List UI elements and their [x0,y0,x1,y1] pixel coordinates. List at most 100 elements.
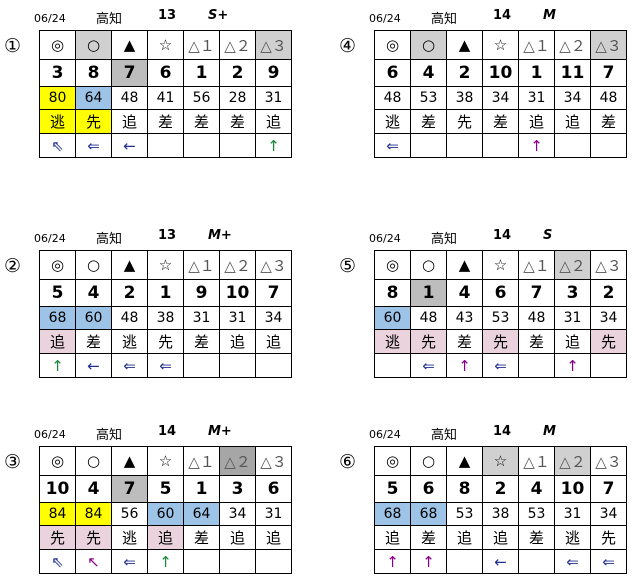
value-cell: 60 [374,306,411,330]
race-number: 14 [493,8,512,23]
race-date: 06/24 [34,12,66,25]
number-cell: 2 [219,59,256,87]
value-cell: 64 [183,502,220,526]
arrow-cell: ⇐ [147,353,184,378]
number-cell: 7 [255,279,292,307]
race-grade: M+ [208,424,232,439]
number-cell: 9 [183,279,220,307]
style-cell: 差 [219,109,256,134]
number-cell: 5 [147,475,184,503]
number-cell: 5 [374,475,411,503]
header-cell: ▲ [111,446,148,476]
number-cell: 2 [446,59,483,87]
arrow-cell [590,133,627,158]
header-cell: ○ [410,30,447,60]
header-cell: △１ [518,250,555,280]
arrow-cell: ← [111,133,148,158]
style-cell: 追 [255,329,292,354]
header-cell: ☆ [147,250,184,280]
number-cell: 1 [183,475,220,503]
number-cell: 2 [482,475,519,503]
number-cell: 9 [255,59,292,87]
table-row: 80 64 48 41 56 28 31 [39,86,292,110]
header-cell: △２ [554,446,591,476]
value-cell: 31 [219,306,256,330]
header-cell: ☆ [482,250,519,280]
race-date: 06/24 [34,428,66,441]
value-cell: 56 [111,502,148,526]
number-cell: 7 [111,475,148,503]
race-date: 06/24 [369,428,401,441]
race-number: 14 [493,424,512,439]
venue: 高知 [96,232,123,247]
number-cell: 7 [590,475,627,503]
style-cell: 追 [255,109,292,134]
arrow-cell: ⇐ [410,353,447,378]
race-panel: ③ 06/24 高知 14 M+ ◎ ○ ▲ ☆ △１ △２ △３ 10 4 7 5 1 3 6 84 84 56… [0,418,300,578]
header-cell: △３ [255,250,292,280]
number-cell: 10 [482,59,519,87]
venue: 高知 [431,12,458,27]
value-cell: 48 [590,86,627,110]
value-cell: 34 [482,86,519,110]
table-row: 追差追追差逃先 [374,525,627,550]
number-cell: 3 [554,279,591,307]
header-cell: ☆ [147,30,184,60]
style-cell: 追 [374,525,411,550]
number-cell: 11 [554,59,591,87]
number-cell: 1 [410,279,447,307]
table-row: ◎ ○ ▲ ☆ △１ △２ △３ [39,250,292,280]
number-cell: 10 [39,475,76,503]
panel-index: ⑤ [339,255,357,277]
number-cell: 6 [255,475,292,503]
panel-index: ④ [339,35,357,57]
prediction-table: ◎ ○ ▲ ☆ △１ △２ △３ 3 8 7 6 1 2 9 80 64 48 41 56 28 31 逃先追差差差追 ⇖ ⇐… [39,30,292,158]
race-grade: S+ [208,8,229,23]
style-cell: 追 [147,525,184,550]
style-cell: 先 [75,109,112,134]
table-row: ⇐ ↑ [374,133,627,158]
value-cell: 34 [590,502,627,526]
arrow-cell: ↑ [518,133,555,158]
value-cell: 28 [219,86,256,110]
value-cell: 48 [410,306,447,330]
value-cell: 60 [75,306,112,330]
value-cell: 43 [446,306,483,330]
header-cell: △３ [255,446,292,476]
header-cell: △２ [219,446,256,476]
header-cell: ▲ [446,446,483,476]
arrow-cell: ↖ [75,549,112,574]
table-row: 68 60 48 38 31 31 34 [39,306,292,330]
venue: 高知 [96,12,123,27]
header-cell: ◎ [39,446,76,476]
panel-index: ② [4,255,22,277]
header-cell: △２ [554,30,591,60]
arrow-cell [518,353,555,378]
number-cell: 8 [75,59,112,87]
race-grade: M+ [208,228,232,243]
arrow-cell [482,133,519,158]
style-cell: 追 [219,525,256,550]
number-cell: 5 [39,279,76,307]
table-row: ◎ ○ ▲ ☆ △１ △２ △３ [374,250,627,280]
arrow-cell [554,133,591,158]
style-cell: 先 [147,329,184,354]
value-cell: 60 [147,502,184,526]
arrow-cell: ⇐ [111,549,148,574]
style-cell: 追 [446,525,483,550]
arrow-cell: ⇐ [111,353,148,378]
panel-index: ③ [4,451,22,473]
arrow-cell: ⇐ [554,549,591,574]
header-cell: △１ [183,446,220,476]
race-panel: ⑥ 06/24 高知 14 M ◎ ○ ▲ ☆ △１ △２ △３ 5 6 8 2 4 10 7 68 68 53 3… [335,418,633,578]
value-cell: 53 [410,86,447,110]
prediction-table: ◎ ○ ▲ ☆ △１ △２ △３ 6 4 2 10 1 11 7 48 53 38 34 31 34 48 逃差先差追追差… [374,30,627,158]
style-cell: 先 [482,329,519,354]
table-row: 逃差先差追追差 [374,109,627,134]
table-row: 追差逃先差追追 [39,329,292,354]
table-row: 5 4 2 1 9 10 7 [39,279,292,307]
arrow-cell: ↑ [255,133,292,158]
style-cell: 差 [183,525,220,550]
table-row: ↑ ↑ ← ⇐ ⇐ [374,549,627,574]
